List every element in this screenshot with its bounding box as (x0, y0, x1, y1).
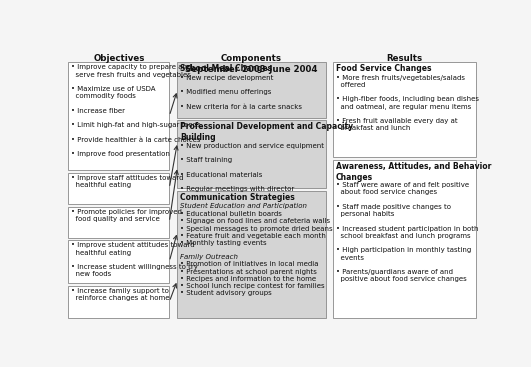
Bar (177, 191, 326, 318)
Bar (333, 62, 476, 157)
Text: Results: Results (387, 54, 423, 63)
Text: • Promotion of initiatives in local media
• Presentations at school parent night: • Promotion of initiatives in local medi… (181, 261, 325, 296)
Text: • Improve capacity to prepare and
  serve fresh fruits and vegetables

• Maximiz: • Improve capacity to prepare and serve … (71, 64, 201, 157)
Bar (68, 172, 169, 204)
Bar (68, 240, 169, 283)
Text: • More fresh fruits/vegetables/salads
  offered

• High-fiber foods, including b: • More fresh fruits/vegetables/salads of… (336, 75, 479, 131)
Text: Objectives: Objectives (93, 54, 144, 63)
Bar (68, 207, 169, 237)
Text: • Staff were aware of and felt positive
  about food service changes

• Staff ma: • Staff were aware of and felt positive … (336, 182, 478, 283)
Text: Components
September 2003-June 2004: Components September 2003-June 2004 (185, 54, 318, 74)
Text: Family Outreach: Family Outreach (181, 254, 238, 259)
Text: • New recipe development

• Modified menu offerings

• New criteria for à la car: • New recipe development • Modified menu… (181, 75, 302, 110)
Text: • Promote policies for improved
  food quality and service: • Promote policies for improved food qua… (71, 208, 182, 222)
Text: • Educational bulletin boards
• Signage on food lines and cafeteria walls
• Spec: • Educational bulletin boards • Signage … (181, 211, 333, 246)
Bar (333, 160, 476, 318)
Text: Professional Development and Capacity
Building: Professional Development and Capacity Bu… (181, 122, 354, 142)
Text: • Improve staff attitudes toward
  healthful eating: • Improve staff attitudes toward healthf… (71, 175, 184, 188)
Text: • Increase family support to
  reinforce changes at home: • Increase family support to reinforce c… (71, 288, 170, 301)
Bar (68, 62, 169, 170)
Text: Food Service Changes: Food Service Changes (336, 64, 431, 73)
Bar (177, 120, 326, 188)
Text: • Improve student attitudes toward
  healthful eating

• Increase student willin: • Improve student attitudes toward healt… (71, 243, 198, 277)
Text: Student Education and Participation: Student Education and Participation (181, 203, 307, 209)
Text: • New production and service equipment

• Staff training

• Educational material: • New production and service equipment •… (181, 143, 324, 192)
Text: Communication Strategies: Communication Strategies (181, 193, 295, 202)
Text: School Meal Changes: School Meal Changes (181, 64, 272, 73)
Bar (68, 286, 169, 318)
Bar (177, 62, 326, 117)
Text: Awareness, Attitudes, and Behavior
Changes: Awareness, Attitudes, and Behavior Chang… (336, 162, 491, 182)
